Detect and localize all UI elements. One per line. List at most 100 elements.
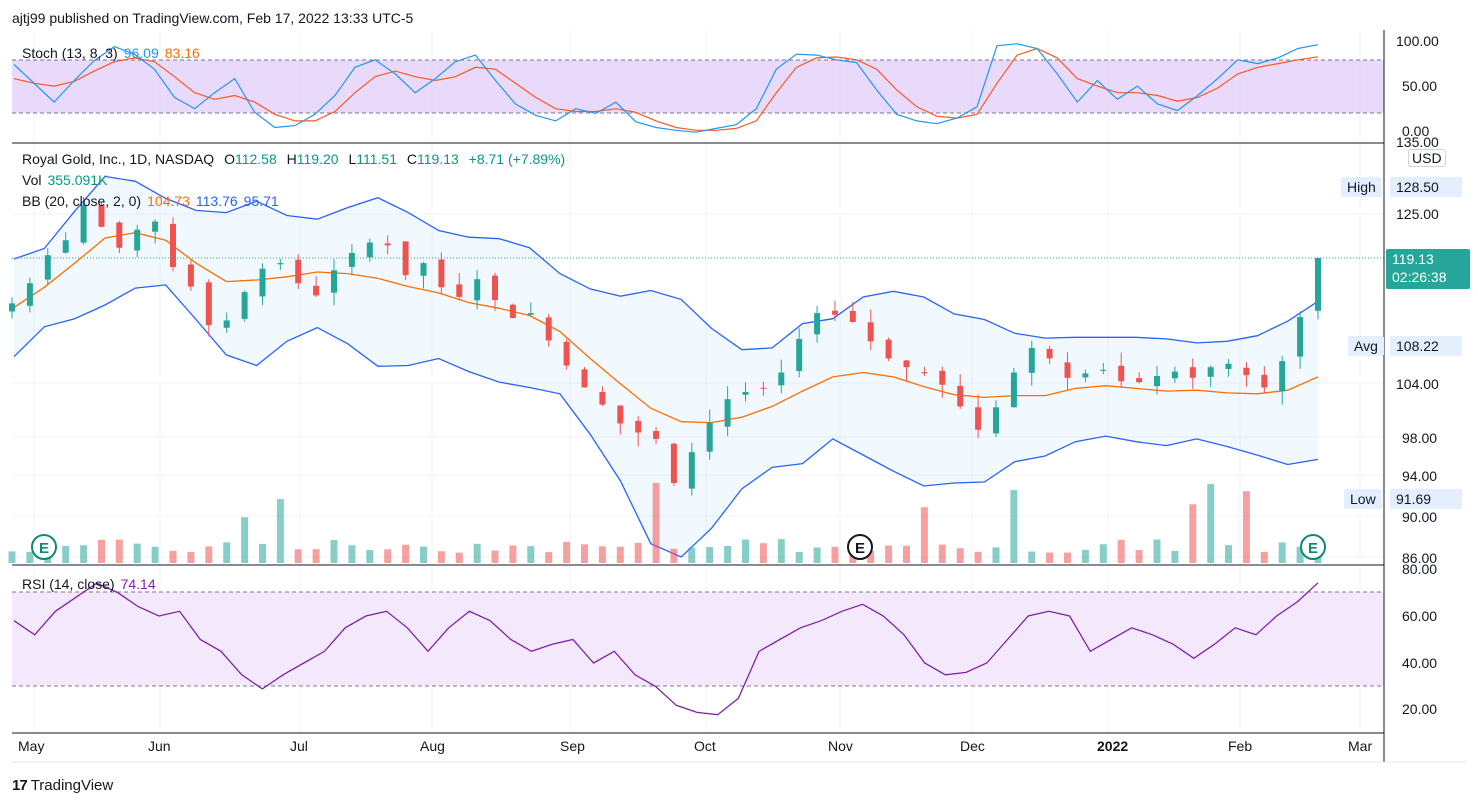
- symbol-legend[interactable]: Royal Gold, Inc., 1D, NASDAQ O112.58 H11…: [22, 151, 571, 167]
- price-tick: 125.00: [1396, 206, 1439, 222]
- low-label: L: [348, 151, 357, 167]
- volume-bar: [1242, 491, 1250, 563]
- stoch-scale: 100.00 50.00 0.00: [1396, 33, 1439, 139]
- volume-bar: [1081, 549, 1089, 563]
- volume-bar: [223, 542, 231, 563]
- bb-fill: [14, 176, 1318, 557]
- candle-body: [348, 253, 355, 267]
- candle-body: [939, 370, 946, 385]
- volume-bar: [1046, 552, 1054, 563]
- volume-bar: [920, 507, 928, 563]
- candle-body: [796, 338, 803, 372]
- volume-bar: [98, 539, 105, 563]
- low-tag-label: Low: [1344, 489, 1382, 509]
- time-scale[interactable]: May Jun Jul Aug Sep Oct Nov Dec 2022 Feb…: [18, 738, 1372, 754]
- high-label: H: [286, 151, 297, 167]
- candle-body: [205, 282, 212, 326]
- earnings-marker[interactable]: E: [31, 534, 57, 560]
- candle-body: [724, 399, 731, 427]
- price-scale[interactable]: 135.00 125.00 104.00 98.00 94.00 90.00 8…: [1396, 134, 1439, 566]
- volume-bar: [1064, 552, 1071, 563]
- price-tick: 90.00: [1402, 509, 1437, 525]
- candle-body: [80, 204, 87, 243]
- volume-bar: [1028, 551, 1036, 563]
- bb-legend[interactable]: BB (20, close, 2, 0) 104.73 113.76 95.71: [22, 193, 285, 209]
- bb-lower-value: 95.71: [243, 193, 279, 209]
- candlesticks: [9, 197, 1321, 496]
- volume-bar: [348, 545, 356, 563]
- high-tag-label: High: [1341, 177, 1382, 197]
- volume-bar: [259, 543, 266, 563]
- volume-bar: [366, 550, 374, 563]
- stoch-legend[interactable]: Stoch (13, 8, 3) 96.09 83.16: [22, 45, 206, 61]
- volume-bar: [974, 551, 982, 563]
- volume-bar: [992, 547, 1000, 563]
- earnings-marker-label: E: [855, 540, 865, 557]
- earnings-marker[interactable]: E: [1300, 534, 1326, 560]
- month-label: Feb: [1228, 738, 1252, 754]
- volume-bar: [885, 545, 893, 563]
- candle-body: [1154, 376, 1160, 387]
- volume-bar: [581, 544, 588, 563]
- candle-body: [241, 292, 248, 319]
- candle-body: [1225, 363, 1232, 369]
- candle-body: [509, 304, 516, 318]
- rsi-tick: 80.00: [1402, 561, 1437, 577]
- bb-basis-line: [13, 232, 1319, 424]
- rsi-tick: 60.00: [1402, 608, 1437, 624]
- candle-body: [1207, 367, 1214, 377]
- candle-body: [921, 372, 928, 374]
- rsi-tick: 40.00: [1402, 655, 1437, 671]
- currency-button[interactable]: USD: [1408, 149, 1446, 167]
- tradingview-mark: 17: [12, 777, 28, 794]
- candle-body: [993, 407, 999, 434]
- bb-basis-value: 104.73: [147, 193, 190, 209]
- month-label: Mar: [1348, 738, 1372, 754]
- bb-lower-line: [13, 284, 1319, 558]
- candle-body: [152, 221, 159, 232]
- stoch-d-line: [13, 47, 1319, 131]
- candle-body: [1028, 347, 1035, 373]
- tradingview-logo[interactable]: 17 TradingView: [12, 777, 113, 794]
- bb-upper-value: 113.76: [195, 193, 238, 209]
- volume-bar: [777, 539, 785, 563]
- price-tick: 104.00: [1396, 376, 1439, 392]
- open-value: 112.58: [234, 151, 277, 167]
- month-label: 2022: [1097, 738, 1128, 754]
- candle-body: [1171, 371, 1178, 379]
- stoch-d-value: 83.16: [164, 45, 200, 61]
- volume-bar: [151, 546, 159, 563]
- bb-label: BB (20, close, 2, 0): [22, 193, 142, 209]
- volume-bar: [706, 547, 714, 563]
- volume-bar: [652, 482, 660, 563]
- candle-body: [1064, 362, 1071, 378]
- candle-body: [384, 243, 391, 246]
- candle-body: [1279, 361, 1286, 392]
- candle-body: [527, 313, 534, 315]
- volume-bar: [294, 549, 302, 563]
- earnings-marker[interactable]: E: [847, 534, 873, 560]
- candle-body: [26, 283, 33, 306]
- volume-bar: [509, 545, 517, 563]
- open-label: O: [224, 151, 235, 167]
- month-label: Nov: [828, 738, 853, 754]
- price-tick: 86.00: [1402, 550, 1437, 566]
- volume-legend[interactable]: Vol 355.091K: [22, 172, 113, 188]
- volume-bar: [759, 543, 767, 563]
- candle-body: [1136, 378, 1143, 383]
- candle-body: [170, 223, 176, 268]
- candle-body: [366, 242, 373, 258]
- month-label: May: [18, 738, 44, 754]
- volume-bar: [241, 517, 249, 563]
- volume-bar: [1207, 484, 1215, 563]
- rsi-label: RSI (14, close): [22, 576, 115, 592]
- candle-body: [1315, 258, 1321, 311]
- rsi-legend[interactable]: RSI (14, close) 74.14: [22, 576, 162, 592]
- low-tag-value: 91.69: [1390, 489, 1462, 509]
- volume-bar: [616, 546, 624, 563]
- candle-body: [742, 392, 749, 395]
- candle-body: [832, 310, 838, 315]
- price-tick: 135.00: [1396, 134, 1439, 150]
